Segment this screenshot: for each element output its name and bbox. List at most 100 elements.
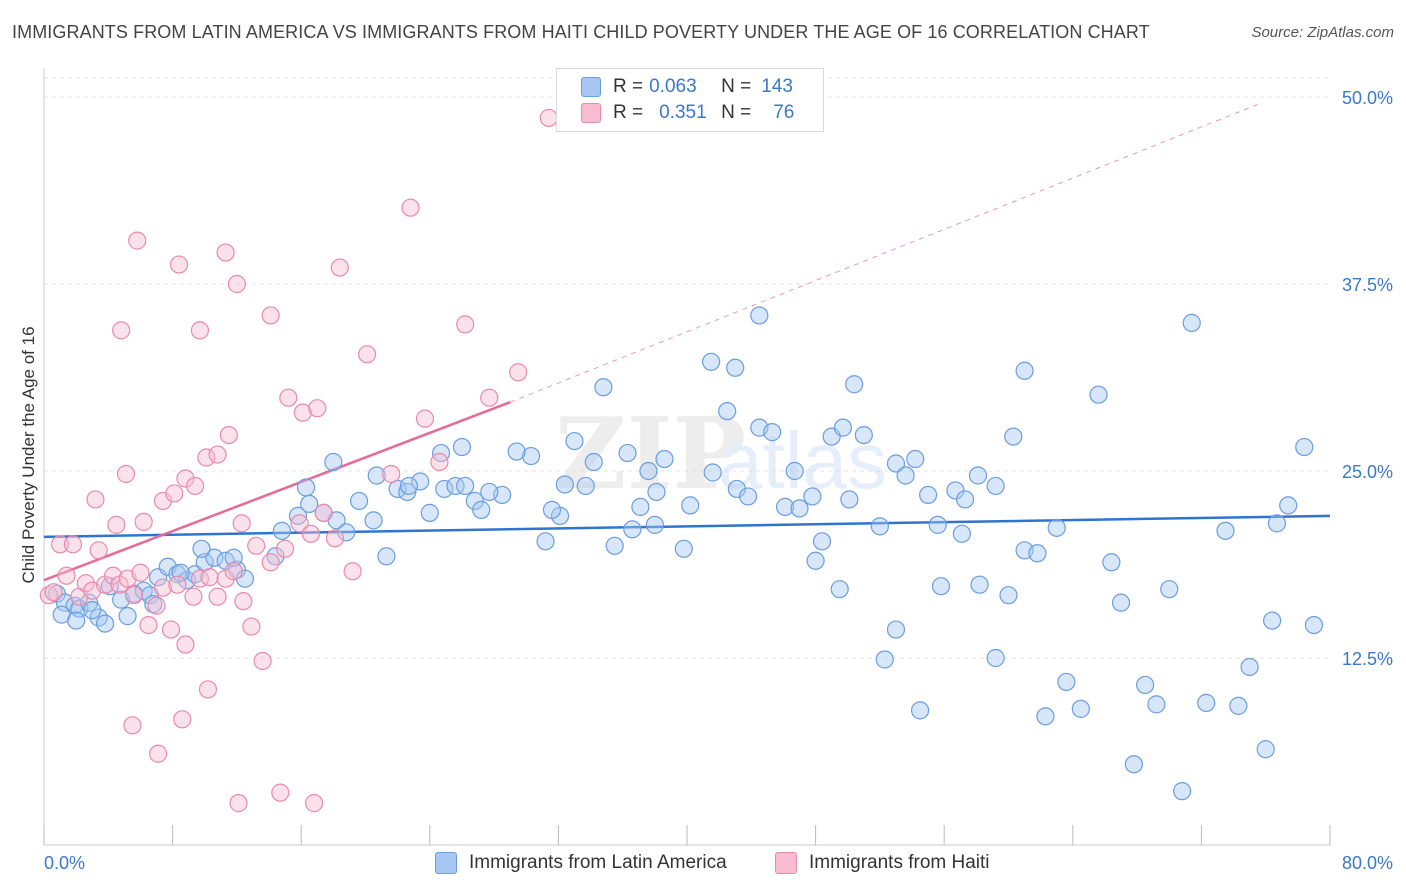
point-latin-america <box>763 423 782 442</box>
point-haiti <box>227 274 246 294</box>
point-latin-america <box>1004 427 1023 446</box>
point-latin-america <box>1304 615 1324 635</box>
y-tick-label: 12.5% <box>1342 649 1393 669</box>
point-latin-america <box>65 596 84 615</box>
point-latin-america <box>205 548 224 567</box>
legend-r-label: R = <box>613 102 644 123</box>
point-haiti <box>116 464 136 484</box>
point-haiti <box>271 783 290 802</box>
point-haiti <box>224 562 243 581</box>
point-haiti <box>169 255 189 274</box>
point-latin-america <box>605 536 624 555</box>
point-latin-america <box>324 452 343 472</box>
point-haiti <box>382 464 401 484</box>
point-haiti <box>539 108 558 128</box>
point-latin-america <box>1229 696 1248 715</box>
point-latin-america <box>83 601 102 620</box>
point-latin-america <box>875 650 894 669</box>
correlation-legend: R = 0.063 N = 143 R = 0.351 N = 76 <box>556 68 824 132</box>
bottom-legend-haiti: Immigrants from Haiti <box>775 852 990 874</box>
point-haiti <box>184 587 203 606</box>
point-haiti <box>147 596 166 615</box>
point-haiti <box>304 794 324 813</box>
point-latin-america <box>472 500 491 519</box>
point-latin-america <box>192 539 211 558</box>
point-haiti <box>330 258 349 277</box>
point-latin-america <box>1160 580 1179 599</box>
point-latin-america <box>594 378 613 397</box>
point-latin-america <box>1295 437 1314 457</box>
point-latin-america <box>870 517 890 536</box>
point-haiti <box>242 617 261 636</box>
point-latin-america <box>952 524 971 543</box>
point-latin-america <box>1111 593 1131 612</box>
point-haiti <box>124 586 144 605</box>
point-haiti <box>261 306 280 325</box>
legend-r-value: 0.351 <box>659 102 707 123</box>
point-latin-america <box>565 431 584 451</box>
point-latin-america <box>986 648 1005 668</box>
point-latin-america <box>830 580 849 599</box>
point-latin-america <box>647 482 666 502</box>
point-latin-america <box>364 511 383 530</box>
point-latin-america <box>118 607 137 626</box>
point-haiti <box>173 710 192 729</box>
point-latin-america <box>1182 313 1201 332</box>
point-latin-america <box>931 577 951 596</box>
point-latin-america <box>465 491 484 511</box>
point-latin-america <box>886 620 906 639</box>
point-haiti <box>358 345 377 364</box>
point-latin-america <box>655 449 674 469</box>
point-latin-america <box>296 478 316 497</box>
series-haiti <box>39 108 558 813</box>
bottom-legend-latin-america: Immigrants from Latin America <box>435 852 727 874</box>
legend-r-value: 0.063 <box>649 76 697 97</box>
x-tick-label: 80.0% <box>1342 853 1393 873</box>
point-haiti <box>104 566 123 585</box>
point-haiti <box>186 476 205 496</box>
point-latin-america <box>1216 521 1235 540</box>
point-latin-america <box>623 520 642 539</box>
point-latin-america <box>1197 693 1216 712</box>
point-haiti <box>261 553 280 572</box>
point-latin-america <box>435 479 454 499</box>
point-haiti <box>198 680 218 699</box>
point-latin-america <box>726 358 745 377</box>
point-latin-america <box>1136 675 1155 695</box>
point-latin-america <box>420 503 439 522</box>
y-tick-label: 25.0% <box>1342 462 1393 482</box>
point-haiti <box>39 586 58 605</box>
point-latin-america <box>812 532 832 551</box>
point-haiti <box>343 562 362 581</box>
bottom-legend-label: Immigrants from Haiti <box>809 852 990 873</box>
point-latin-america <box>507 442 526 461</box>
point-haiti <box>480 388 499 407</box>
point-latin-america <box>845 375 864 394</box>
tick-labels: 12.5% 25.0% 37.5% 50.0% 0.0% 80.0% <box>44 88 1393 873</box>
point-haiti <box>89 541 108 560</box>
point-haiti <box>234 592 253 611</box>
point-haiti <box>208 587 227 606</box>
point-haiti <box>456 315 475 334</box>
point-latin-america <box>833 418 853 437</box>
point-latin-america <box>67 611 86 630</box>
point-latin-america <box>171 563 190 582</box>
point-haiti <box>176 469 195 488</box>
point-haiti <box>107 515 126 534</box>
point-latin-america <box>896 466 915 485</box>
point-haiti <box>301 524 320 543</box>
point-latin-america <box>95 614 115 633</box>
point-latin-america <box>536 532 555 551</box>
point-haiti <box>139 615 158 635</box>
bottom-legend-swatch-haiti <box>775 852 797 874</box>
point-latin-america <box>1240 657 1259 677</box>
point-haiti <box>153 578 173 597</box>
point-latin-america <box>919 485 938 505</box>
y-tick-label: 37.5% <box>1342 275 1393 295</box>
legend-n-value: 143 <box>761 76 793 97</box>
point-latin-america <box>349 491 369 511</box>
point-latin-america <box>456 476 475 496</box>
bottom-legend-label: Immigrants from Latin America <box>469 852 727 873</box>
point-latin-america <box>631 497 650 517</box>
point-latin-america <box>542 500 562 519</box>
